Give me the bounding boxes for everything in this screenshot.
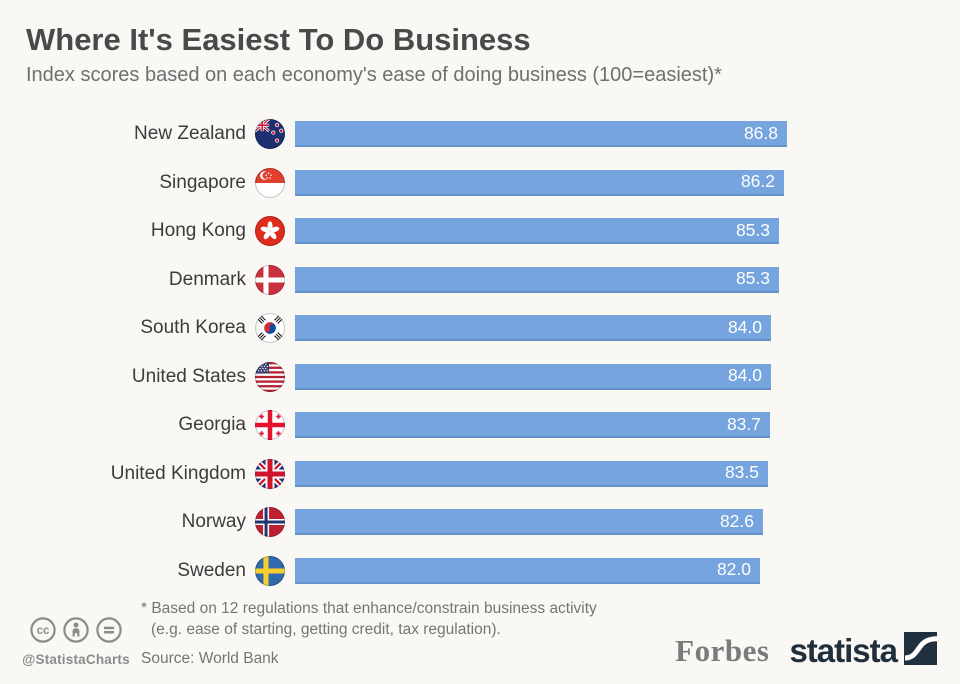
bar-value-label: 85.3 bbox=[735, 219, 770, 240]
georgia-flag-icon bbox=[255, 410, 285, 441]
singapore-flag-icon bbox=[255, 167, 285, 198]
bar: 84.0 bbox=[295, 363, 771, 390]
bar-value-label: 82.0 bbox=[716, 559, 751, 580]
bar-chart: New Zealand 86.8 Singapore 86.2 Hong Kon… bbox=[26, 110, 960, 595]
country-label: Denmark bbox=[168, 268, 246, 290]
bar: 83.5 bbox=[295, 460, 768, 487]
new-zealand-flag-icon bbox=[255, 119, 285, 150]
statista-charts-handle: @StatistaCharts bbox=[22, 652, 130, 667]
license-block: cc @StatistaCharts bbox=[20, 617, 132, 667]
south-korea-flag-icon bbox=[255, 313, 285, 344]
footnote-line-2: (e.g. ease of starting, getting credit, … bbox=[151, 621, 501, 638]
chart-row: Hong Kong 85.3 bbox=[26, 207, 960, 256]
country-label: South Korea bbox=[140, 317, 246, 339]
chart-row: South Korea 84.0 bbox=[26, 304, 960, 353]
chart-row: New Zealand 86.8 bbox=[26, 110, 960, 159]
bar-value-label: 83.5 bbox=[724, 462, 759, 483]
bar-track: 83.5 bbox=[295, 460, 960, 487]
country-label: United States bbox=[131, 365, 246, 387]
united-states-flag-icon bbox=[255, 361, 285, 392]
no-derivatives-icon bbox=[96, 617, 122, 648]
bar: 82.0 bbox=[295, 557, 760, 584]
bar-track: 86.8 bbox=[295, 121, 960, 148]
chart-row: United Kingdom 83.5 bbox=[26, 450, 960, 499]
forbes-logo: Forbes bbox=[675, 633, 770, 668]
bar-value-label: 86.8 bbox=[743, 122, 778, 143]
country-label: Sweden bbox=[177, 559, 246, 581]
bar-track: 82.0 bbox=[295, 557, 960, 584]
bar-value-label: 85.3 bbox=[735, 268, 770, 289]
statista-logo: statista bbox=[789, 632, 938, 670]
norway-flag-icon bbox=[255, 507, 285, 538]
statista-mark-icon bbox=[904, 632, 938, 670]
bar-value-label: 83.7 bbox=[726, 413, 761, 434]
bar-value-label: 86.2 bbox=[740, 171, 775, 192]
cc-icon: cc bbox=[30, 617, 56, 648]
country-label: Hong Kong bbox=[150, 220, 246, 242]
chart-row: Sweden 82.0 bbox=[26, 547, 960, 596]
country-label: Singapore bbox=[159, 171, 246, 193]
bar: 82.6 bbox=[295, 509, 763, 536]
bar-track: 86.2 bbox=[295, 169, 960, 196]
denmark-flag-icon bbox=[255, 264, 285, 295]
bar-track: 82.6 bbox=[295, 509, 960, 536]
svg-text:cc: cc bbox=[37, 625, 50, 637]
bar-track: 85.3 bbox=[295, 218, 960, 245]
footnote: * Based on 12 regulations that enhance/c… bbox=[141, 598, 597, 640]
chart-row: Norway 82.6 bbox=[26, 498, 960, 547]
hong-kong-flag-icon bbox=[255, 216, 285, 247]
bar-track: 85.3 bbox=[295, 266, 960, 293]
bar-value-label: 84.0 bbox=[727, 316, 762, 337]
country-label: Georgia bbox=[178, 414, 246, 436]
attribution-icon bbox=[63, 617, 89, 648]
bar-track: 84.0 bbox=[295, 315, 960, 342]
country-label: New Zealand bbox=[134, 123, 246, 145]
bar: 86.2 bbox=[295, 169, 784, 196]
united-kingdom-flag-icon bbox=[255, 458, 285, 489]
brand-logos: Forbes statista bbox=[675, 632, 938, 670]
bar-value-label: 84.0 bbox=[727, 365, 762, 386]
sweden-flag-icon bbox=[255, 555, 285, 586]
bar: 86.8 bbox=[295, 121, 787, 148]
page-title: Where It's Easiest To Do Business bbox=[26, 22, 531, 57]
chart-row: United States 84.0 bbox=[26, 353, 960, 402]
bar-track: 84.0 bbox=[295, 363, 960, 390]
country-label: United Kingdom bbox=[110, 462, 246, 484]
footnote-line-1: * Based on 12 regulations that enhance/c… bbox=[141, 600, 597, 617]
bar: 85.3 bbox=[295, 218, 779, 245]
page-subtitle: Index scores based on each economy's eas… bbox=[26, 64, 722, 86]
chart-row: Georgia 83.7 bbox=[26, 401, 960, 450]
bar: 85.3 bbox=[295, 266, 779, 293]
bar: 83.7 bbox=[295, 412, 770, 439]
chart-row: Denmark 85.3 bbox=[26, 256, 960, 305]
source-label: Source: World Bank bbox=[141, 650, 279, 667]
bar-value-label: 82.6 bbox=[719, 510, 754, 531]
country-label: Norway bbox=[181, 511, 246, 533]
statista-wordmark: statista bbox=[789, 632, 898, 669]
bar: 84.0 bbox=[295, 315, 771, 342]
chart-row: Singapore 86.2 bbox=[26, 159, 960, 208]
bar-track: 83.7 bbox=[295, 412, 960, 439]
